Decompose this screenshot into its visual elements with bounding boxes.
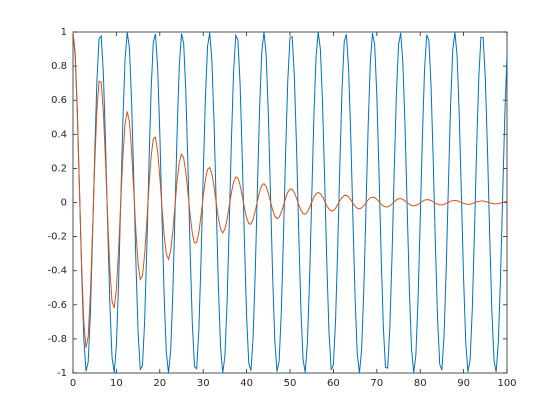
y-tick-label: -0.8 — [47, 334, 67, 345]
y-tick-label: -1 — [57, 368, 67, 379]
x-tick-label: 60 — [327, 378, 340, 389]
y-tick-label: 0.4 — [51, 129, 67, 140]
x-tick-label: 90 — [457, 378, 470, 389]
x-tick-label: 70 — [370, 378, 383, 389]
y-tick-label: 0 — [61, 198, 67, 209]
x-tick-label: 20 — [153, 378, 166, 389]
x-tick-label: 50 — [284, 378, 297, 389]
x-tick-label: 30 — [197, 378, 210, 389]
x-tick-label: 0 — [70, 378, 76, 389]
x-tick-label: 80 — [414, 378, 427, 389]
y-tick-label: -0.2 — [47, 232, 67, 243]
x-tick-label: 100 — [497, 378, 516, 389]
y-tick-label: 0.6 — [51, 95, 67, 106]
y-tick-label: 1 — [61, 27, 67, 38]
data-line — [72, 31, 508, 374]
x-tick-label: 40 — [240, 378, 253, 389]
y-tick-label: 0.2 — [51, 163, 67, 174]
y-tick-label: -0.4 — [47, 266, 67, 277]
y-tick-label: 0.8 — [51, 61, 67, 72]
data-line — [72, 31, 508, 348]
x-tick-label: 10 — [110, 378, 123, 389]
y-tick-label: -0.6 — [47, 300, 67, 311]
